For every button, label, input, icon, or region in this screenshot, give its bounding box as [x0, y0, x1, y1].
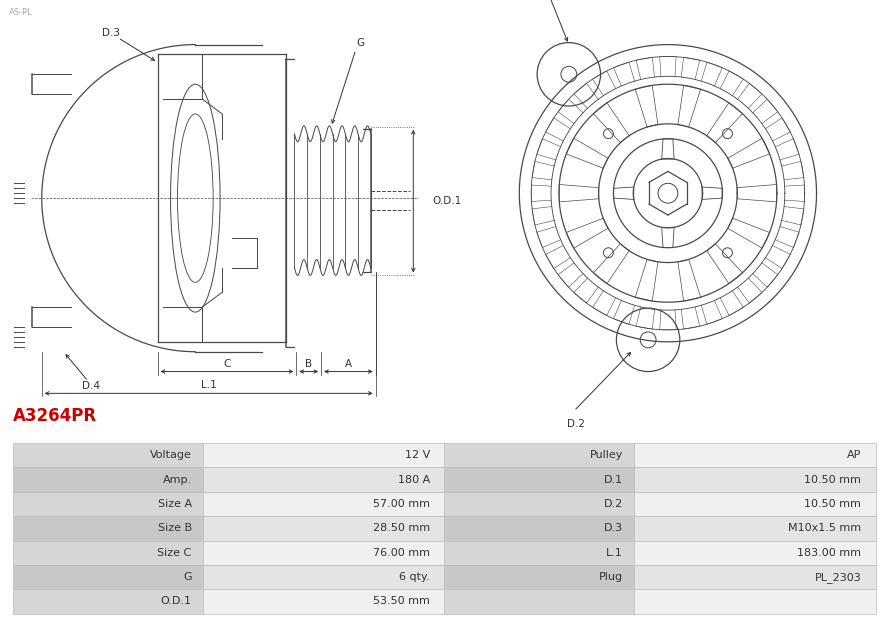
Text: O.D.1: O.D.1	[161, 596, 192, 606]
Text: D.2: D.2	[567, 419, 585, 429]
Bar	[444, 541, 634, 565]
Bar	[13, 467, 203, 492]
Bar	[444, 589, 634, 614]
Text: Amp.: Amp.	[163, 475, 192, 485]
Text: Voltage: Voltage	[149, 450, 192, 460]
Bar	[444, 467, 634, 492]
Bar	[444, 516, 634, 541]
Bar	[203, 589, 444, 614]
Bar	[634, 443, 876, 467]
Text: 180 A: 180 A	[397, 475, 430, 485]
Text: G: G	[356, 37, 364, 47]
Text: D.1: D.1	[604, 475, 623, 485]
Bar	[634, 589, 876, 614]
Bar	[13, 492, 203, 516]
Text: L.1: L.1	[606, 548, 623, 558]
Text: Size B: Size B	[157, 523, 192, 533]
Text: 10.50 mm: 10.50 mm	[805, 475, 861, 485]
Bar	[203, 443, 444, 467]
Bar	[203, 541, 444, 565]
Text: Plug: Plug	[598, 572, 623, 582]
Bar	[13, 565, 203, 589]
Text: AS-PL: AS-PL	[9, 8, 33, 17]
Text: L.1: L.1	[201, 381, 217, 391]
Text: Size A: Size A	[157, 499, 192, 509]
Text: B: B	[305, 359, 312, 369]
Bar	[634, 541, 876, 565]
Bar	[203, 492, 444, 516]
Text: Pulley: Pulley	[589, 450, 623, 460]
Bar	[13, 516, 203, 541]
Bar	[444, 492, 634, 516]
Text: A3264PR: A3264PR	[13, 407, 98, 425]
Text: D.3: D.3	[604, 523, 623, 533]
Bar	[13, 541, 203, 565]
Bar	[634, 516, 876, 541]
Text: D.3: D.3	[102, 27, 120, 38]
Text: 10.50 mm: 10.50 mm	[805, 499, 861, 509]
Text: 6 qty.: 6 qty.	[399, 572, 430, 582]
Bar	[203, 467, 444, 492]
Text: D.2: D.2	[604, 499, 623, 509]
Text: Size C: Size C	[157, 548, 192, 558]
Bar	[13, 589, 203, 614]
Text: AP: AP	[847, 450, 861, 460]
Bar	[203, 565, 444, 589]
Text: C: C	[223, 359, 231, 369]
Text: PL_2303: PL_2303	[814, 571, 861, 583]
Bar	[444, 565, 634, 589]
Text: A: A	[345, 359, 352, 369]
Text: 76.00 mm: 76.00 mm	[373, 548, 430, 558]
Text: O.D.1: O.D.1	[432, 196, 461, 206]
Bar	[634, 467, 876, 492]
Text: M10x1.5 mm: M10x1.5 mm	[788, 523, 861, 533]
Bar	[634, 492, 876, 516]
Text: 53.50 mm: 53.50 mm	[373, 596, 430, 606]
Text: 57.00 mm: 57.00 mm	[373, 499, 430, 509]
Bar	[13, 443, 203, 467]
Bar	[203, 516, 444, 541]
Bar	[444, 443, 634, 467]
Text: 12 V: 12 V	[404, 450, 430, 460]
Bar	[634, 565, 876, 589]
Text: 183.00 mm: 183.00 mm	[797, 548, 861, 558]
Text: 28.50 mm: 28.50 mm	[372, 523, 430, 533]
Text: D.4: D.4	[83, 381, 100, 391]
Text: G: G	[183, 572, 192, 582]
